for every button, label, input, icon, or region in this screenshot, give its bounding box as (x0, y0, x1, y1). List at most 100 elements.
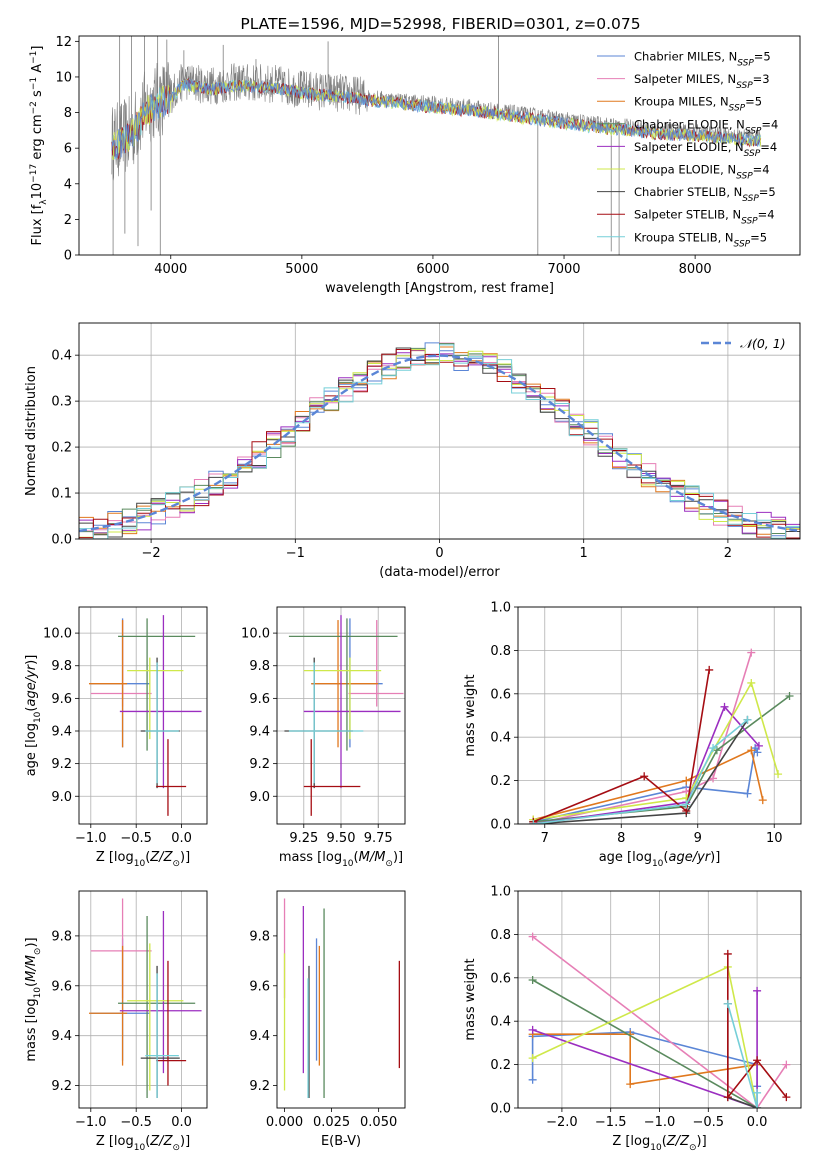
weight-series-line (533, 719, 749, 824)
y-tick-label: 0.2 (490, 774, 511, 789)
y-tick-label: 6 (64, 142, 72, 157)
y-tick-label: 9.0 (249, 790, 270, 805)
mass-weight-vs-age-ylabel: mass weight (463, 674, 478, 756)
x-tick-label: 0 (435, 546, 443, 561)
x-tick-label: −1.0 (75, 831, 107, 846)
x-tick-label: 8 (617, 831, 625, 846)
age-vs-Z-errorbars (88, 615, 202, 816)
y-tick-label: 9.6 (51, 692, 72, 707)
y-tick-label: 0.2 (51, 441, 72, 456)
mass-vs-Z-frame (78, 890, 208, 1109)
weight-point-marker (723, 1093, 732, 1102)
spectrum-ylabel: Flux [fλ10−17 erg cm−2 s−1 A−1] (29, 46, 49, 246)
mass-weight-vs-Z-series (528, 932, 791, 1108)
y-tick-label: 9.2 (51, 1079, 72, 1094)
legend-entry: Kroupa STELIB, NSSP=5 (634, 230, 767, 249)
weight-series-line (532, 669, 710, 823)
spectrum-title: PLATE=1596, MJD=52998, FIBERID=0301, z=0… (240, 15, 640, 33)
x-tick-label: 0.0 (171, 1115, 192, 1130)
weight-series-line (533, 749, 764, 821)
weight-series-line (533, 680, 779, 821)
legend-entry: Salpeter MILES, NSSP=3 (634, 72, 770, 91)
x-tick-label: 5000 (285, 262, 318, 277)
spectrum-legend: Chabrier MILES, NSSP=5 Salpeter MILES, NS… (597, 50, 778, 249)
mass-vs-Z-ylabel: mass [log10(M/M⊙)] (24, 937, 43, 1061)
weight-point-marker (709, 774, 718, 783)
weight-point-marker (705, 665, 714, 674)
x-tick-label: 4000 (154, 262, 187, 277)
y-tick-label: 10 (55, 70, 72, 85)
y-tick-label: 0.0 (490, 818, 511, 833)
y-tick-label: 0.4 (51, 349, 72, 364)
legend-entry: Kroupa ELODIE, NSSP=4 (634, 163, 770, 182)
x-tick-label: −1 (286, 546, 305, 561)
weight-series-line (532, 1033, 758, 1086)
x-tick-label: 0.050 (360, 1115, 397, 1130)
y-tick-label: 0.0 (51, 533, 72, 548)
weight-point-marker (747, 746, 756, 755)
weight-series-line (532, 935, 788, 1108)
weight-point-marker (528, 1025, 537, 1034)
weight-point-marker (529, 820, 538, 824)
x-tick-label: −0.5 (120, 831, 152, 846)
mass-vs-ebv-errorbars (283, 898, 401, 1099)
mass-weight-vs-Z-xlabel: Z [log10(Z/Z⊙)] (612, 1134, 706, 1153)
weight-point-marker (626, 1080, 635, 1089)
mass-weight-vs-Z-frame (517, 890, 802, 1109)
y-tick-label: 9.0 (51, 790, 72, 805)
weight-series-line (532, 979, 758, 1108)
weight-point-marker (709, 744, 718, 753)
mass-weight-vs-Z-ylabel: mass weight (463, 958, 478, 1040)
weight-point-marker (753, 1056, 762, 1065)
weight-point-marker (682, 800, 691, 809)
y-tick-label: 0.2 (490, 1058, 511, 1073)
y-tick-label: 0.1 (51, 487, 72, 502)
mass-vs-ebv-frame (276, 890, 406, 1109)
weight-series-line (532, 990, 758, 1108)
mass-vs-Z-xlabel: Z [log10(Z/Z⊙)] (96, 1134, 190, 1153)
age-vs-mass-xlabel: mass [log10(M/M⊙)] (279, 850, 403, 869)
spectrum-lines (111, 36, 762, 255)
x-tick-label: 9.50 (327, 831, 356, 846)
y-tick-label: 9.4 (249, 725, 270, 740)
mass-vs-ebv-xlabel: E(B-V) (321, 1134, 361, 1149)
weight-point-marker (782, 1060, 791, 1069)
spectrum-frame (78, 35, 801, 256)
legend-entry: Chabrier STELIB, NSSP=5 (634, 185, 776, 204)
age-vs-Z-frame (78, 606, 208, 825)
y-tick-label: 9.2 (249, 1079, 270, 1094)
weight-point-marker (723, 949, 732, 958)
x-tick-label: 1 (580, 546, 588, 561)
weight-point-marker (528, 975, 537, 984)
legend-entry: Salpeter STELIB, NSSP=4 (634, 208, 775, 227)
x-tick-label: 0.025 (313, 1115, 350, 1130)
x-tick-label: 7 (541, 831, 549, 846)
legend-entry: Salpeter ELODIE, NSSP=4 (634, 140, 777, 159)
y-tick-label: 0.3 (51, 395, 72, 410)
y-tick-label: 0.8 (490, 928, 511, 943)
y-tick-label: 9.8 (249, 929, 270, 944)
weight-point-marker (758, 796, 767, 805)
histogram-lines (79, 342, 800, 539)
x-tick-label: 8000 (679, 262, 712, 277)
y-tick-label: 9.4 (51, 725, 72, 740)
age-vs-Z-ylabel: age [log10(age/yr)] (24, 655, 43, 777)
x-tick-label: −1.0 (75, 1115, 107, 1130)
y-tick-label: 0.4 (490, 1015, 511, 1030)
x-tick-label: 9.75 (364, 831, 393, 846)
x-tick-label: 9 (694, 831, 702, 846)
weight-point-marker (528, 1075, 537, 1084)
x-tick-label: 0.000 (266, 1115, 303, 1130)
weight-point-marker (774, 770, 783, 779)
x-tick-label: 6000 (416, 262, 449, 277)
weight-point-marker (743, 715, 752, 724)
legend-entry: Chabrier MILES, NSSP=5 (634, 50, 771, 69)
weight-point-marker (528, 1054, 537, 1063)
x-tick-label: 0.0 (747, 1115, 768, 1130)
y-tick-label: 9.8 (249, 659, 270, 674)
weight-point-marker (753, 986, 762, 995)
x-tick-label: −2.0 (546, 1115, 578, 1130)
residuals-frame (78, 322, 801, 540)
